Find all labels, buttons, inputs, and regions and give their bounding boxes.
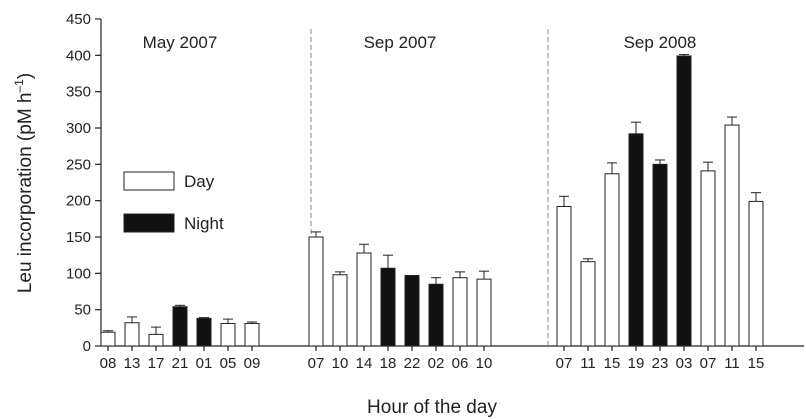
- x-tick-label: 21: [172, 355, 189, 372]
- day-bar: [220, 322, 236, 347]
- legend-label-day: Day: [184, 172, 215, 191]
- x-tick-label: 19: [628, 355, 645, 372]
- x-tick-label: 22: [404, 355, 421, 372]
- x-tick-label: 09: [244, 355, 261, 372]
- x-tick-label: 01: [196, 355, 213, 372]
- x-axis-title: Hour of the day: [367, 397, 497, 418]
- x-tick-label: 07: [556, 355, 573, 372]
- day-bar: [124, 322, 140, 347]
- day-bar: [724, 124, 740, 347]
- y-axis-title: Leu incorporation (pM h–1): [12, 73, 36, 293]
- period-label: Sep 2007: [364, 33, 437, 52]
- x-tick-label: 10: [476, 355, 493, 372]
- day-bar: [148, 333, 164, 347]
- day-bar: [332, 274, 348, 347]
- y-tick-label: 50: [74, 302, 91, 319]
- day-bar: [748, 200, 764, 347]
- x-tick-label: 11: [724, 355, 740, 372]
- legend-swatch-night: [123, 213, 175, 233]
- x-tick-label: 15: [604, 355, 621, 372]
- x-tick-label: 05: [220, 355, 237, 372]
- night-bar: [404, 275, 420, 347]
- day-bar: [476, 278, 492, 347]
- day-bar: [556, 205, 572, 347]
- x-tick-label: 07: [308, 355, 325, 372]
- period-label: Sep 2008: [624, 33, 697, 52]
- y-tick-label: 0: [83, 338, 91, 355]
- y-tick-label: 400: [66, 47, 91, 64]
- day-bar: [580, 261, 596, 347]
- x-tick-label: 06: [452, 355, 469, 372]
- x-tick-label: 17: [148, 355, 165, 372]
- day-bar: [308, 236, 324, 347]
- x-tick-label: 15: [748, 355, 765, 372]
- legend-label-night: Night: [184, 214, 224, 233]
- x-tick-label: 18: [380, 355, 397, 372]
- legend-swatch-day: [123, 171, 175, 191]
- period-label: May 2007: [143, 33, 218, 52]
- y-tick-label: 350: [66, 84, 91, 101]
- night-bar: [628, 133, 644, 347]
- y-tick-label: 150: [66, 229, 91, 246]
- x-tick-label: 07: [700, 355, 717, 372]
- x-tick-label: 03: [676, 355, 693, 372]
- day-bar: [700, 170, 716, 347]
- y-tick-label: 450: [66, 11, 91, 28]
- day-bar: [244, 322, 260, 347]
- x-tick-label: 13: [124, 355, 141, 372]
- day-bar: [100, 331, 116, 347]
- y-axis-title-close: ): [15, 73, 36, 79]
- y-tick-label: 200: [66, 193, 91, 210]
- night-bar: [196, 317, 212, 347]
- y-tick-label: 250: [66, 156, 91, 173]
- y-tick-label: 100: [66, 265, 91, 282]
- day-bar: [452, 277, 468, 347]
- x-tick-label: 10: [332, 355, 349, 372]
- night-bar: [652, 163, 668, 347]
- x-tick-label: 02: [428, 355, 445, 372]
- x-tick-label: 11: [580, 355, 596, 372]
- night-bar: [172, 306, 188, 347]
- x-tick-label: 23: [652, 355, 669, 372]
- day-bar: [356, 252, 372, 347]
- y-axis-title-superscript: –1: [12, 79, 26, 93]
- x-tick-label: 14: [356, 355, 373, 372]
- night-bar: [676, 55, 692, 347]
- night-bar: [380, 267, 396, 347]
- day-bar: [604, 173, 620, 347]
- y-axis-title-main: Leu incorporation (pM h: [15, 93, 36, 294]
- night-bar: [428, 283, 444, 347]
- y-tick-label: 300: [66, 120, 91, 137]
- x-tick-label: 08: [100, 355, 117, 372]
